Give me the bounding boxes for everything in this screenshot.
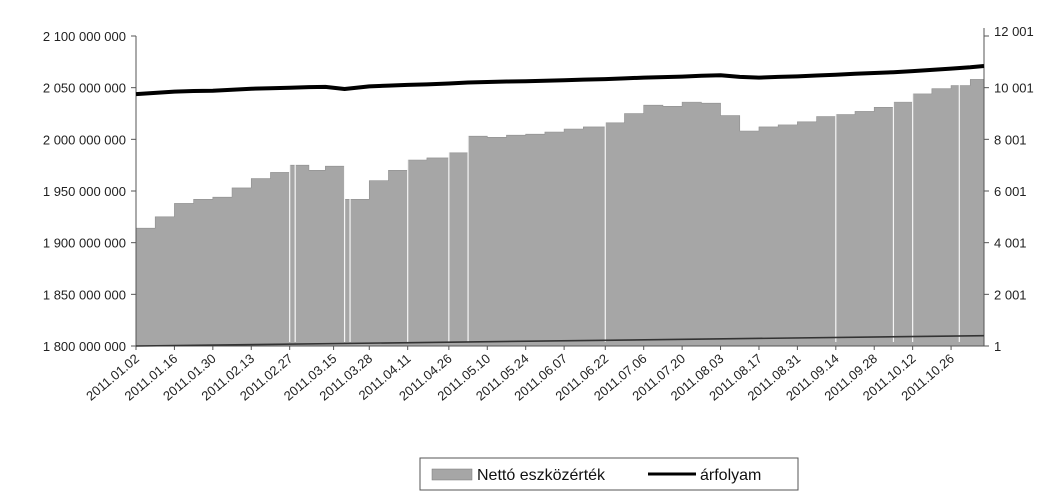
legend-label-price: árfolyam	[700, 467, 761, 484]
right-tick-label: 1	[994, 339, 1001, 354]
left-tick-label: 2 000 000 000	[43, 132, 126, 147]
legend-box	[419, 457, 799, 491]
price-line	[135, 64, 985, 97]
legend: Nettó eszközérték árfolyam	[419, 457, 799, 491]
left-tick-label: 2 100 000 000	[43, 29, 126, 44]
left-tick-label: 1 800 000 000	[43, 339, 126, 354]
nav-area-layer	[135, 46, 985, 347]
line-layer	[135, 64, 985, 347]
right-tick-label: 12 001	[994, 24, 1034, 39]
baseline-line	[135, 334, 985, 347]
left-tick-label: 1 850 000 000	[43, 287, 126, 302]
right-tick-label: 4 001	[994, 236, 1027, 251]
left-tick-label: 1 900 000 000	[43, 236, 126, 251]
legend-label-nav: Nettó eszközérték	[477, 467, 606, 484]
left-tick-label: 1 950 000 000	[43, 184, 126, 199]
axes-layer	[131, 28, 989, 350]
right-tick-label: 6 001	[994, 184, 1027, 199]
legend-swatch-nav	[431, 468, 473, 481]
right-tick-label: 8 001	[994, 132, 1027, 147]
nav-area	[135, 74, 985, 347]
right-tick-label: 10 001	[994, 81, 1034, 96]
left-tick-label: 2 050 000 000	[43, 81, 126, 96]
right-tick-label: 2 001	[994, 287, 1027, 302]
